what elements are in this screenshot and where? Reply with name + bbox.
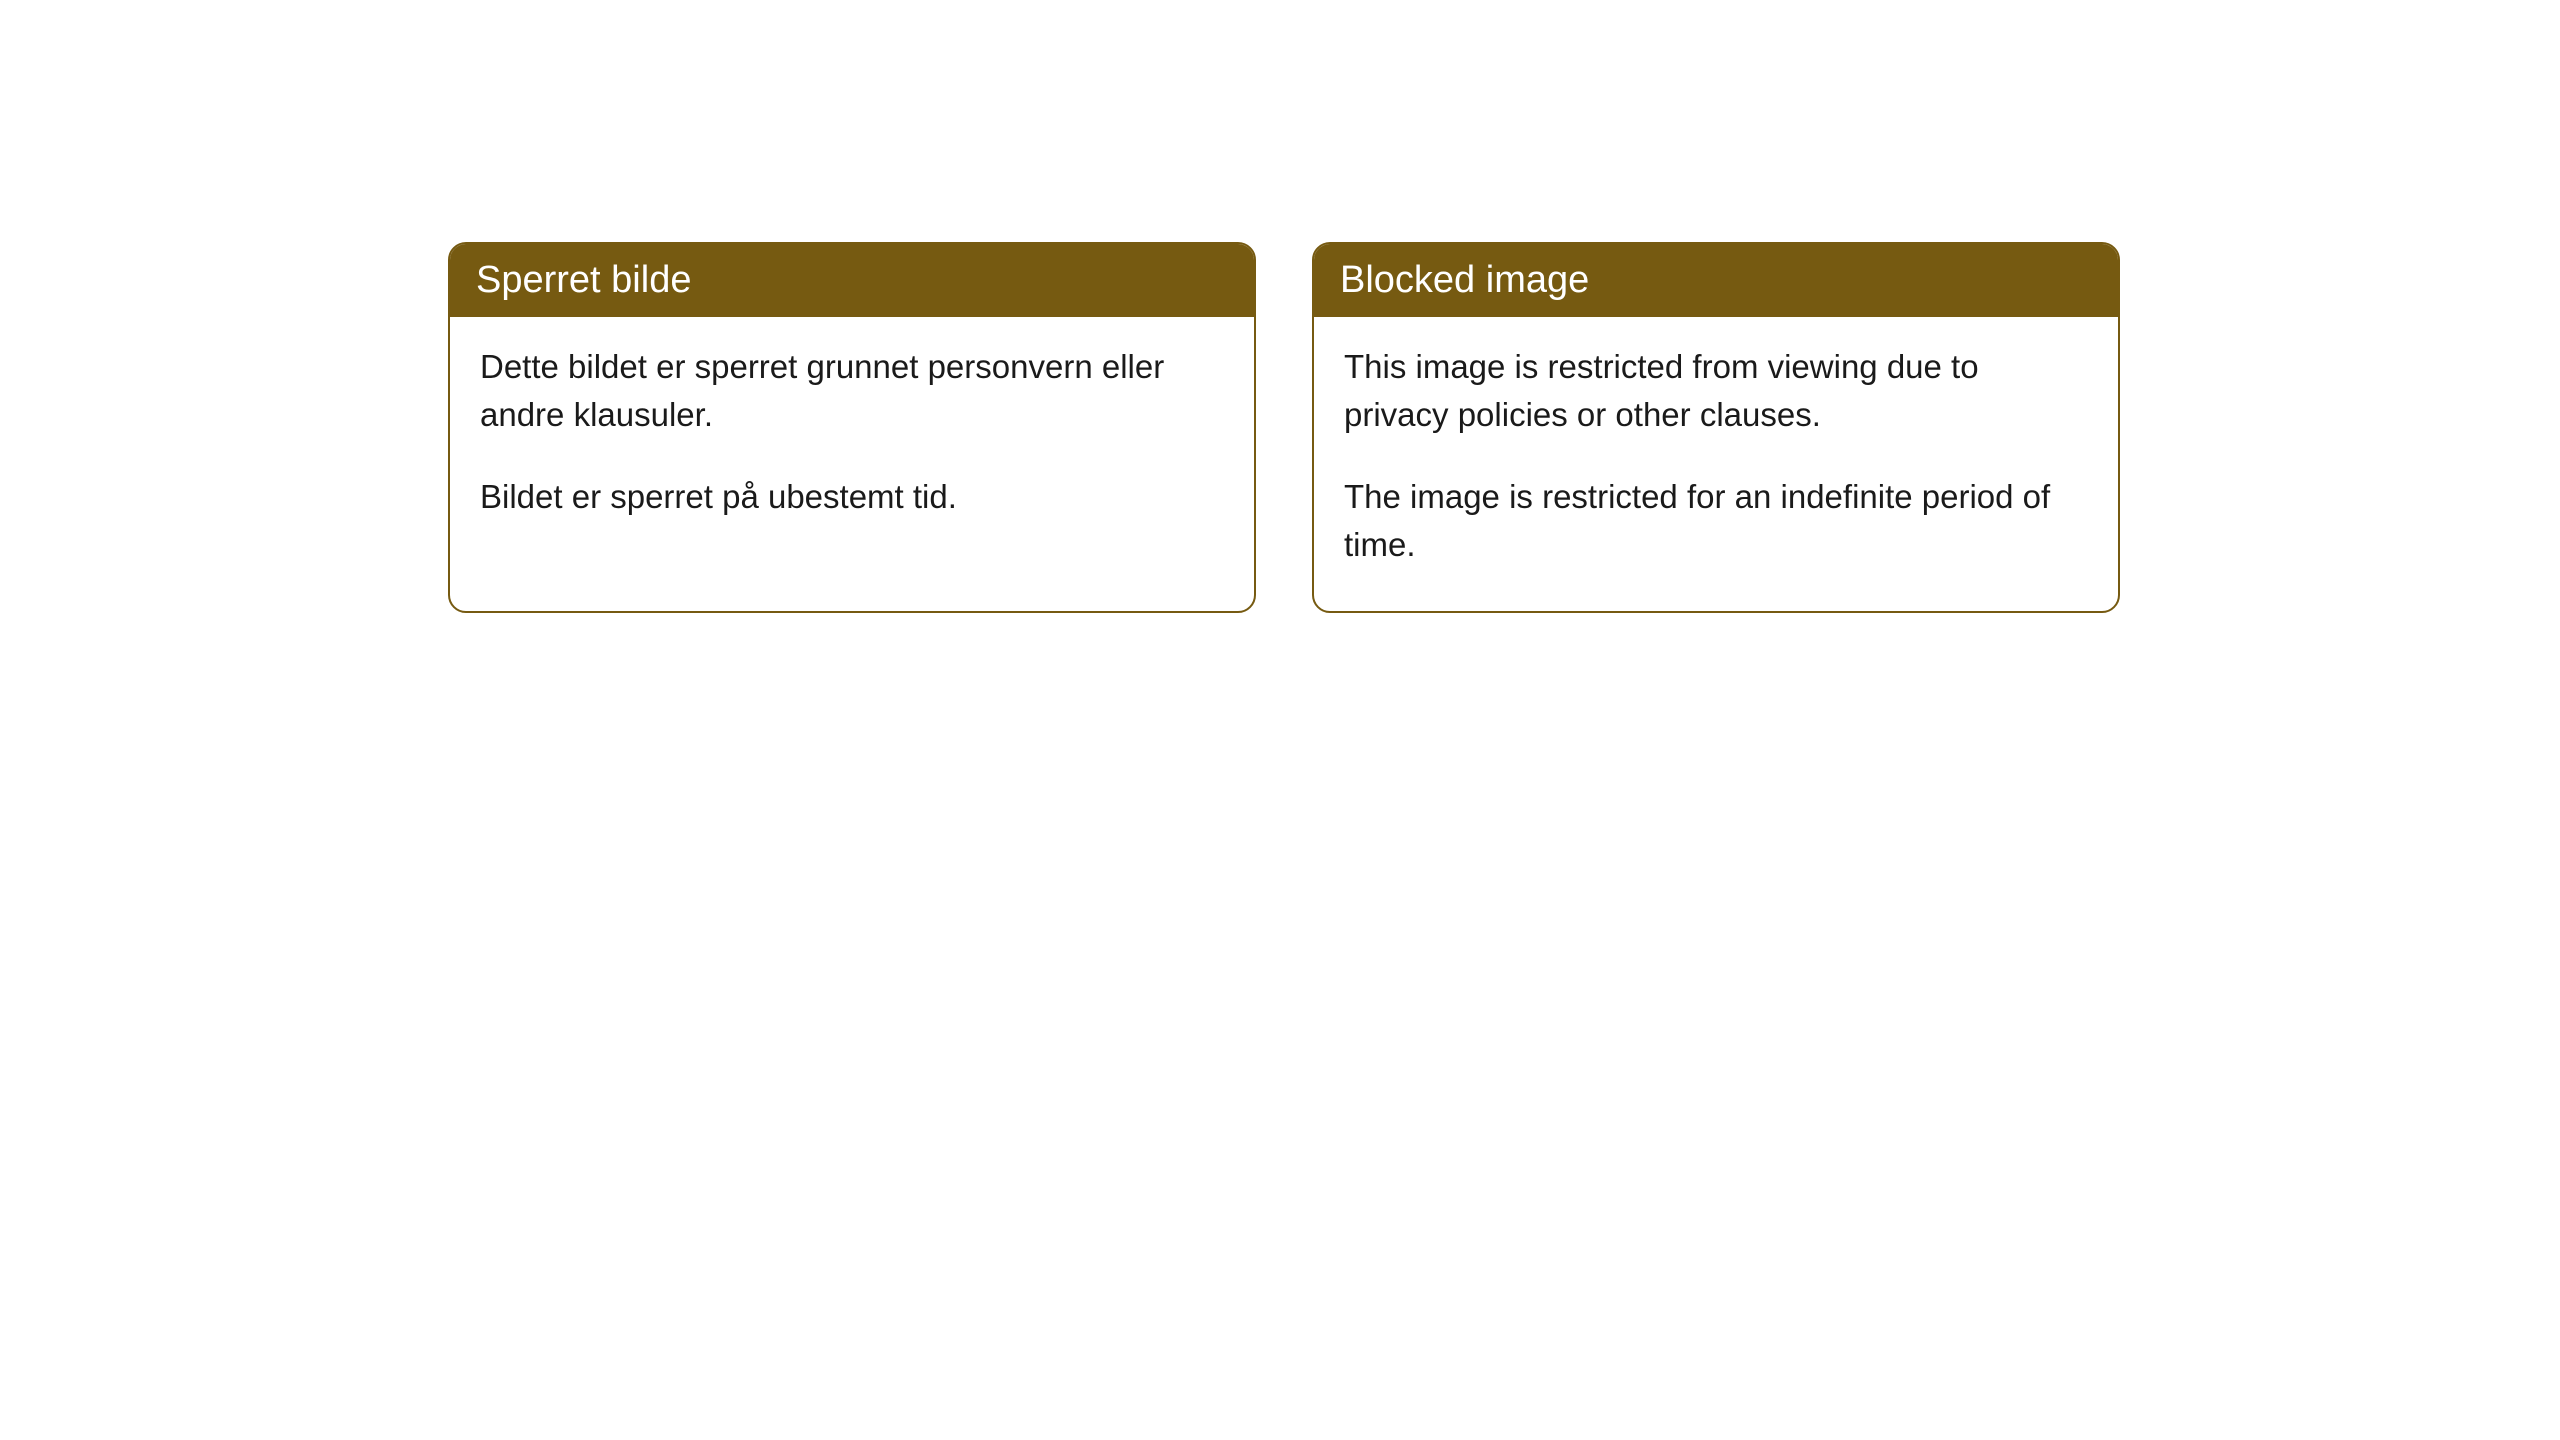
card-text-english-line1: This image is restricted from viewing du… bbox=[1344, 343, 2088, 439]
blocked-image-card-norwegian: Sperret bilde Dette bildet er sperret gr… bbox=[448, 242, 1256, 613]
card-text-norwegian-line1: Dette bildet er sperret grunnet personve… bbox=[480, 343, 1224, 439]
card-header-norwegian: Sperret bilde bbox=[450, 244, 1254, 317]
card-header-english: Blocked image bbox=[1314, 244, 2118, 317]
card-text-english-line2: The image is restricted for an indefinit… bbox=[1344, 473, 2088, 569]
cards-container: Sperret bilde Dette bildet er sperret gr… bbox=[0, 0, 2560, 613]
card-text-norwegian-line2: Bildet er sperret på ubestemt tid. bbox=[480, 473, 1224, 521]
blocked-image-card-english: Blocked image This image is restricted f… bbox=[1312, 242, 2120, 613]
card-body-english: This image is restricted from viewing du… bbox=[1314, 317, 2118, 610]
card-body-norwegian: Dette bildet er sperret grunnet personve… bbox=[450, 317, 1254, 563]
